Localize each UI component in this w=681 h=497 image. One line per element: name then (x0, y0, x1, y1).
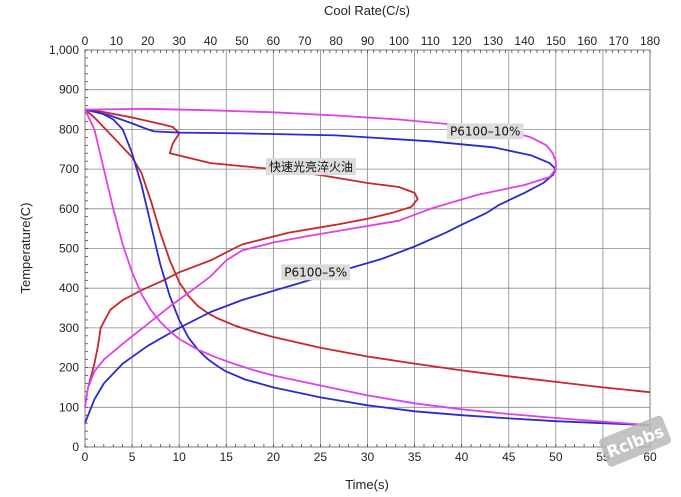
annotation-text: 快速光亮淬火油 (269, 159, 353, 174)
annotation-label: P6100–10% (446, 123, 524, 140)
top-axis-title: Cool Rate(C/s) (324, 3, 410, 18)
x-tick-label: 40 (455, 450, 469, 464)
top-tick-label: 40 (204, 34, 218, 48)
y-tick-label: 900 (59, 83, 79, 97)
x-tick-label: 15 (220, 450, 234, 464)
y-tick-label: 0 (72, 440, 79, 454)
minor-ticks (84, 49, 651, 448)
x-tick-label: 25 (314, 450, 328, 464)
y-tick-label: 400 (59, 281, 79, 295)
top-tick-label: 0 (82, 34, 89, 48)
top-tick-label: 120 (452, 34, 472, 48)
x-tick-label: 30 (361, 450, 375, 464)
y-tick-label: 500 (59, 242, 79, 256)
series-line-time-2 (84, 108, 651, 427)
series-line-time-3 (84, 109, 651, 427)
x-tick-label: 5 (129, 450, 136, 464)
top-tick-label: 10 (110, 34, 124, 48)
y-tick-label: 200 (59, 361, 79, 375)
y-axis-tick-labels: 0 100 200 300 400 500 600 700 800 900 1,000 (49, 43, 79, 454)
y-axis-title: Temperature(C) (18, 202, 33, 293)
annotation-text: P6100–10% (450, 124, 520, 138)
annotation-text: P6100–5% (284, 265, 347, 279)
annotation-label: P6100–5% (281, 264, 351, 281)
annotation-box (265, 158, 357, 176)
top-tick-label: 30 (172, 34, 186, 48)
y-tick-label: 600 (59, 202, 79, 216)
top-tick-label: 140 (514, 34, 534, 48)
top-tick-label: 130 (483, 34, 503, 48)
series-layer (84, 107, 651, 427)
top-tick-label: 170 (609, 34, 629, 48)
annotation-box (446, 123, 524, 140)
top-tick-label: 20 (141, 34, 155, 48)
y-tick-label: 1,000 (49, 43, 79, 57)
series-line-time-1 (84, 108, 651, 394)
x-tick-label: 20 (267, 450, 281, 464)
annotation-layer: 快速光亮淬火油 P6100–10% P6100–5% (265, 123, 524, 281)
top-tick-label: 80 (329, 34, 343, 48)
top-tick-label: 160 (577, 34, 597, 48)
x-tick-label: 10 (172, 450, 186, 464)
series-line-rate-2 (84, 108, 557, 424)
top-tick-label: 100 (389, 34, 409, 48)
series-line-rate-3 (84, 107, 557, 408)
x-tick-label: 60 (643, 450, 657, 464)
x-tick-label: 0 (82, 450, 89, 464)
top-tick-label: 180 (640, 34, 660, 48)
top-tick-label: 150 (546, 34, 566, 48)
x-axis-title: Time(s) (345, 477, 389, 492)
x-axis-tick-labels: 0 5 10 15 20 25 30 35 40 45 50 55 60 (82, 450, 657, 464)
y-tick-label: 700 (59, 162, 79, 176)
top-tick-label: 50 (235, 34, 249, 48)
y-tick-label: 800 (59, 122, 79, 136)
y-tick-label: 100 (59, 400, 79, 414)
top-tick-label: 110 (421, 34, 440, 48)
annotation-label: 快速光亮淬火油 (265, 158, 357, 176)
series-line-rate-1 (84, 108, 419, 388)
top-tick-label: 90 (361, 34, 375, 48)
top-axis-tick-labels: 0 10 20 30 40 50 60 70 80 90 100 110 120 130 140 150 160… (82, 34, 661, 48)
x-tick-label: 35 (408, 450, 422, 464)
top-tick-label: 70 (298, 34, 312, 48)
y-tick-label: 300 (59, 321, 79, 335)
x-tick-label: 50 (549, 450, 563, 464)
x-tick-label: 45 (502, 450, 516, 464)
top-tick-label: 60 (267, 34, 281, 48)
annotation-box (281, 264, 351, 281)
